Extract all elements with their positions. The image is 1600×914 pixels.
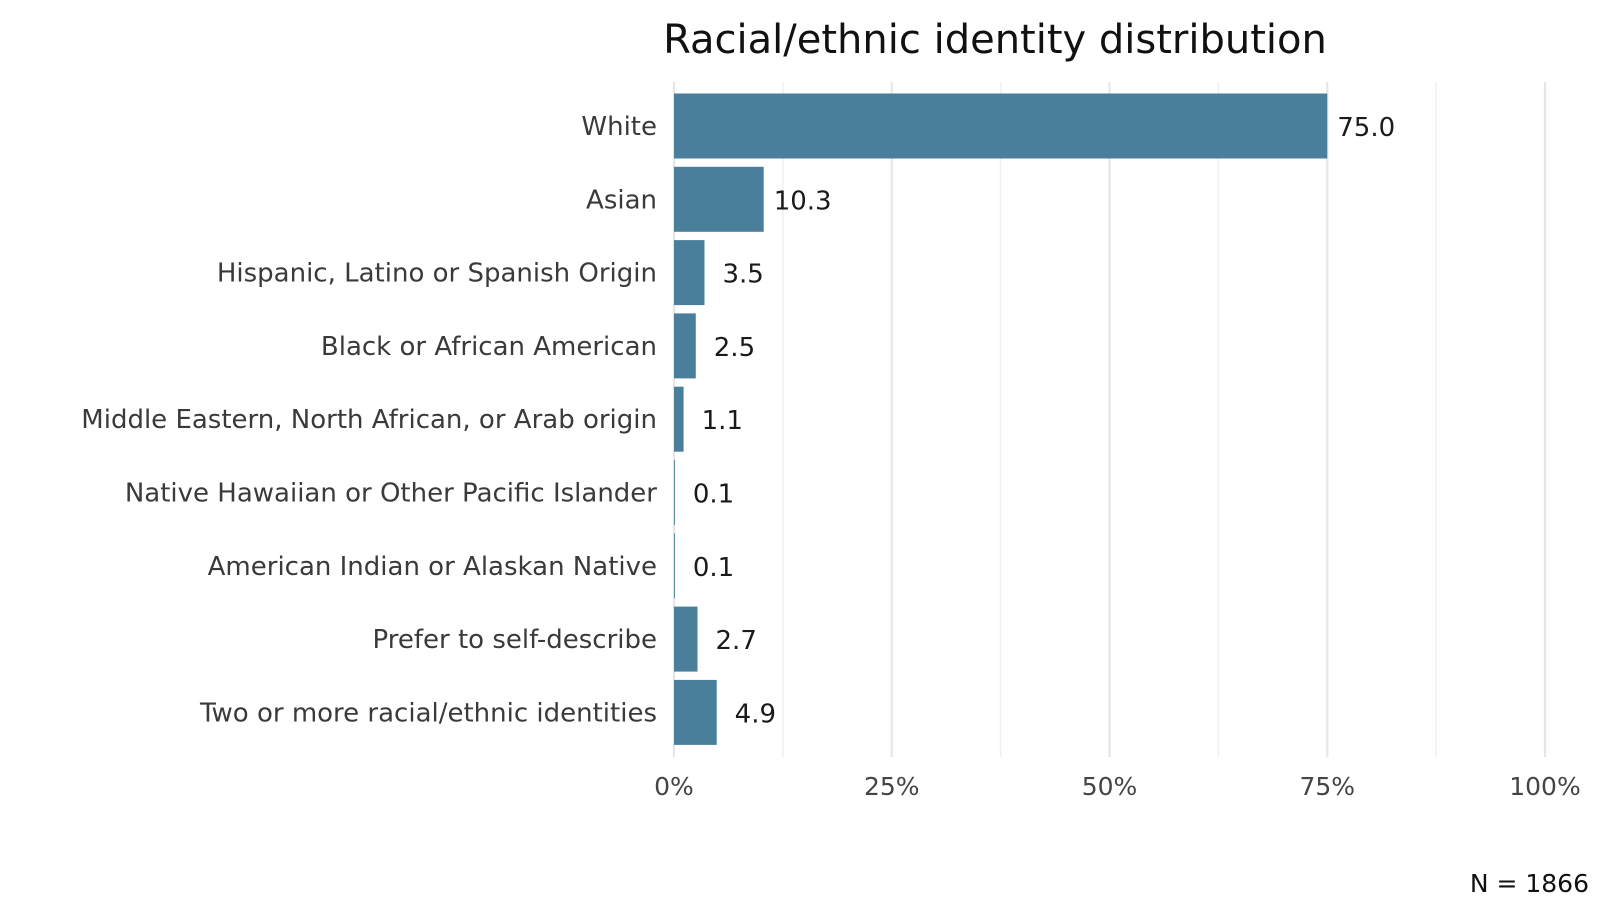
chart-title: Racial/ethnic identity distribution: [663, 17, 1327, 63]
x-tick-label: 0%: [654, 772, 694, 801]
bars: [674, 93, 1328, 745]
value-label: 2.5: [714, 333, 755, 363]
category-label: Prefer to self-describe: [373, 625, 657, 655]
bar: [674, 460, 675, 525]
category-label: Hispanic, Latino or Spanish Origin: [217, 259, 657, 289]
sample-size-note: N = 1866: [1470, 869, 1589, 898]
bar: [674, 606, 698, 672]
x-tick-label: 100%: [1509, 772, 1580, 801]
value-label: 0.1: [693, 480, 734, 510]
value-labels: 75.0 10.3 3.5 2.5 1.1 0.1 0.1 2.7 4.9: [693, 113, 1395, 729]
value-label: 10.3: [774, 186, 832, 216]
bar: [674, 533, 675, 599]
category-label: Black or African American: [321, 332, 657, 362]
category-label: Two or more racial/ethnic identities: [199, 698, 657, 728]
category-labels: White Asian Hispanic, Latino or Spanish Or…: [81, 112, 657, 728]
bar: [674, 240, 705, 306]
category-label: Asian: [586, 185, 657, 215]
x-axis-ticks: 0% 25% 50% 75% 100%: [654, 772, 1581, 801]
value-label: 4.9: [735, 699, 776, 729]
bar: [674, 93, 1328, 159]
bar: [674, 166, 764, 232]
grid-lines: [672, 82, 1547, 757]
value-label: 2.7: [716, 626, 757, 656]
bar: [674, 679, 717, 745]
bar: [674, 386, 684, 452]
category-label: White: [581, 112, 657, 142]
value-label: 3.5: [722, 260, 763, 290]
bar: [674, 313, 696, 379]
x-tick-label: 75%: [1299, 772, 1355, 801]
x-tick-label: 50%: [1082, 772, 1138, 801]
category-label: American Indian or Alaskan Native: [208, 552, 657, 582]
value-label: 0.1: [693, 553, 734, 583]
x-tick-label: 25%: [864, 772, 920, 801]
category-label: Middle Eastern, North African, or Arab o…: [81, 405, 657, 435]
category-label: Native Hawaiian or Other Pacific Islande…: [125, 479, 657, 509]
value-label: 1.1: [702, 406, 743, 436]
value-label: 75.0: [1337, 113, 1395, 143]
